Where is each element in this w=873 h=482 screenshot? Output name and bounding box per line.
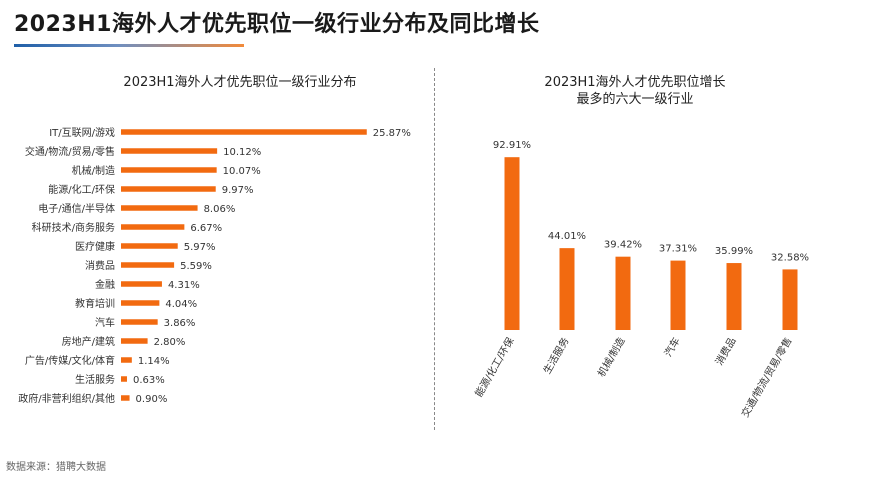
bar-value-label: 5.59% xyxy=(180,261,212,272)
bar xyxy=(121,186,216,192)
bar-value-label: 3.86% xyxy=(164,318,196,329)
right-chart-title: 2023H1海外人才优先职位增长 最多的六大一级行业 xyxy=(470,74,800,108)
bar-value-label: 25.87% xyxy=(373,128,411,139)
bar-value-label: 2.80% xyxy=(154,337,186,348)
bar xyxy=(121,167,217,173)
bar-category-label: 科研技术/商务服务 xyxy=(32,221,115,234)
bar-category-label: 汽车 xyxy=(95,316,115,329)
bar xyxy=(121,357,132,363)
bar xyxy=(121,205,198,211)
bar-category-label: 能源/化工/环保 xyxy=(48,183,115,196)
bar-value-label: 5.97% xyxy=(184,242,216,253)
bar xyxy=(121,319,158,325)
bar xyxy=(121,281,162,287)
bar-category-label: 能源/化工/环保 xyxy=(472,335,517,399)
bar-category-label: 金融 xyxy=(95,278,115,291)
bar xyxy=(670,260,686,330)
bar xyxy=(615,256,631,330)
data-source-note: 数据来源：猎聘大数据 xyxy=(6,462,106,473)
bar-value-label: 8.06% xyxy=(204,204,236,215)
bar xyxy=(121,129,367,135)
bar-value-label: 0.90% xyxy=(136,394,168,405)
bar-value-label: 39.42% xyxy=(604,240,642,251)
bar-value-label: 9.97% xyxy=(222,185,254,196)
bar-category-label: 生活服务 xyxy=(540,335,571,376)
bar-category-label: 生活服务 xyxy=(75,373,115,386)
bar-category-label: 消费品 xyxy=(712,335,738,367)
bar xyxy=(121,338,148,344)
bar-value-label: 0.63% xyxy=(133,375,165,386)
bar-category-label: IT/互联网/游戏 xyxy=(49,126,115,139)
bar-value-label: 1.14% xyxy=(138,356,170,367)
bar-category-label: 广告/传媒/文化/体育 xyxy=(25,354,115,367)
bar xyxy=(782,269,798,330)
bar-category-label: 房地产/建筑 xyxy=(62,335,115,348)
bar xyxy=(121,243,178,249)
right-chart-title-line-2: 最多的六大一级行业 xyxy=(576,92,694,107)
bar-category-label: 政府/非营利组织/其他 xyxy=(18,392,115,405)
bar-category-label: 机械/制造 xyxy=(595,335,628,379)
right-chart-title-line-1: 2023H1海外人才优先职位增长 xyxy=(544,75,726,90)
bar xyxy=(121,262,175,268)
bar-category-label: 教育培训 xyxy=(75,297,115,310)
bar-category-label: 交通/物流/贸易/零售 xyxy=(25,145,115,158)
bar xyxy=(121,148,218,154)
bar-value-label: 4.04% xyxy=(165,299,197,310)
bar-category-label: 汽车 xyxy=(661,335,682,359)
bar-value-label: 4.31% xyxy=(168,280,200,291)
bar-value-label: 10.12% xyxy=(223,147,261,158)
bar xyxy=(121,376,127,382)
bar xyxy=(504,157,520,330)
bar-category-label: 机械/制造 xyxy=(72,164,115,177)
bar-value-label: 44.01% xyxy=(548,231,586,242)
bar xyxy=(559,248,575,330)
bar xyxy=(726,263,742,330)
title-underline xyxy=(14,44,244,47)
bar xyxy=(121,300,160,306)
bar-value-label: 92.91% xyxy=(493,140,531,151)
bar-value-label: 35.99% xyxy=(715,246,753,257)
chart-divider xyxy=(434,68,435,430)
bar-category-label: 交通/物流/贸易/零售 xyxy=(738,335,794,420)
left-chart-title: 2023H1海外人才优先职位一级行业分布 xyxy=(123,75,357,90)
bar xyxy=(121,395,130,401)
bar-category-label: 消费品 xyxy=(85,259,115,272)
page-title: 2023H1海外人才优先职位一级行业分布及同比增长 xyxy=(14,12,540,37)
bar-value-label: 6.67% xyxy=(190,223,222,234)
bar-value-label: 37.31% xyxy=(659,244,697,255)
bar-category-label: 医疗健康 xyxy=(75,240,115,253)
bar-value-label: 32.58% xyxy=(771,252,809,263)
bar-category-label: 电子/通信/半导体 xyxy=(38,202,115,215)
bar-value-label: 10.07% xyxy=(223,166,261,177)
bar xyxy=(121,224,185,230)
